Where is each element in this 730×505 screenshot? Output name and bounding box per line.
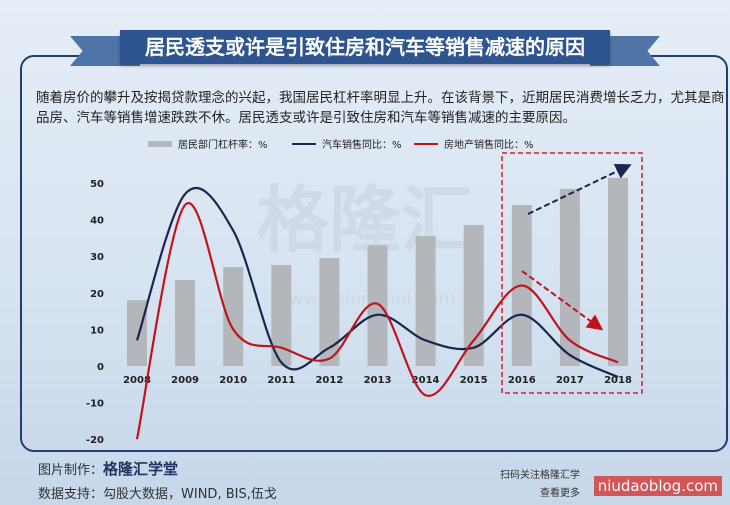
x-tick-label: 2012 <box>315 375 343 386</box>
trend-down-arrow <box>521 270 604 331</box>
bar-2017 <box>559 188 580 366</box>
bar-2008 <box>127 300 147 366</box>
y-tick-label: 20 <box>90 289 104 300</box>
page-title: 居民透支或许是引致住房和汽车等销售减速的原因 <box>120 30 610 64</box>
x-tick-label: 2014 <box>412 375 440 386</box>
x-tick-label: 2015 <box>460 375 488 386</box>
data-by: 勾股大数据，WIND, BIS,伍戈 <box>103 487 277 502</box>
data-label: 数据支持： <box>38 487 104 502</box>
y-tick-label: 40 <box>90 216 104 227</box>
y-tick-label: 10 <box>90 325 104 336</box>
made-by: 图片制作：格隆汇学堂 <box>38 458 178 479</box>
site-watermark: niudaoblog.com <box>593 476 722 496</box>
x-tick-label: 2008 <box>123 375 151 386</box>
x-tick-label: 2010 <box>219 375 247 386</box>
title-ribbon: 居民透支或许是引致住房和汽车等销售减速的原因 <box>70 30 660 66</box>
x-tick-label: 2016 <box>508 375 536 386</box>
x-tick-label: 2018 <box>604 375 632 386</box>
trend-up-arrow <box>527 163 632 215</box>
bar-2011 <box>271 264 292 366</box>
line-series-1 <box>135 186 619 378</box>
bar-2012 <box>319 258 340 366</box>
legend-label: 房地产销售同比：% <box>444 138 534 151</box>
qr-text-2: 查看更多 <box>540 488 580 499</box>
logo: 格隆汇学堂 <box>103 460 179 478</box>
bar-2009 <box>175 279 196 366</box>
qr-text: 扫码关注格隆汇学 <box>500 470 580 481</box>
y-tick-label: -20 <box>86 435 104 446</box>
data-source: 数据支持：勾股大数据，WIND, BIS,伍戈 <box>38 483 277 502</box>
legend-label: 汽车销售同比：% <box>322 138 402 151</box>
bar-2014 <box>415 236 436 366</box>
made-label: 图片制作： <box>38 463 104 478</box>
x-tick-label: 2009 <box>171 375 199 386</box>
bar-2010 <box>223 267 244 366</box>
y-tick-label: 0 <box>97 362 104 373</box>
y-tick-label: 30 <box>90 252 104 263</box>
intro-text: 随着房价的攀升及按揭贷款理念的兴起，我国居民杠杆率明显上升。在该背景下，近期居民… <box>36 90 725 126</box>
highlight-box <box>501 152 643 394</box>
bar-2015 <box>463 225 484 366</box>
watermark: 格隆汇 <box>257 178 473 262</box>
legend-label: 居民部门杠杆率：% <box>178 138 268 151</box>
bar-2018 <box>608 177 628 366</box>
bar-2013 <box>367 245 388 366</box>
x-tick-label: 2013 <box>364 375 392 386</box>
y-tick-label: -10 <box>86 399 104 410</box>
x-tick-label: 2011 <box>267 375 295 386</box>
x-tick-label: 2017 <box>556 375 584 386</box>
line-series-2 <box>135 201 619 440</box>
y-tick-label: 50 <box>90 179 104 190</box>
